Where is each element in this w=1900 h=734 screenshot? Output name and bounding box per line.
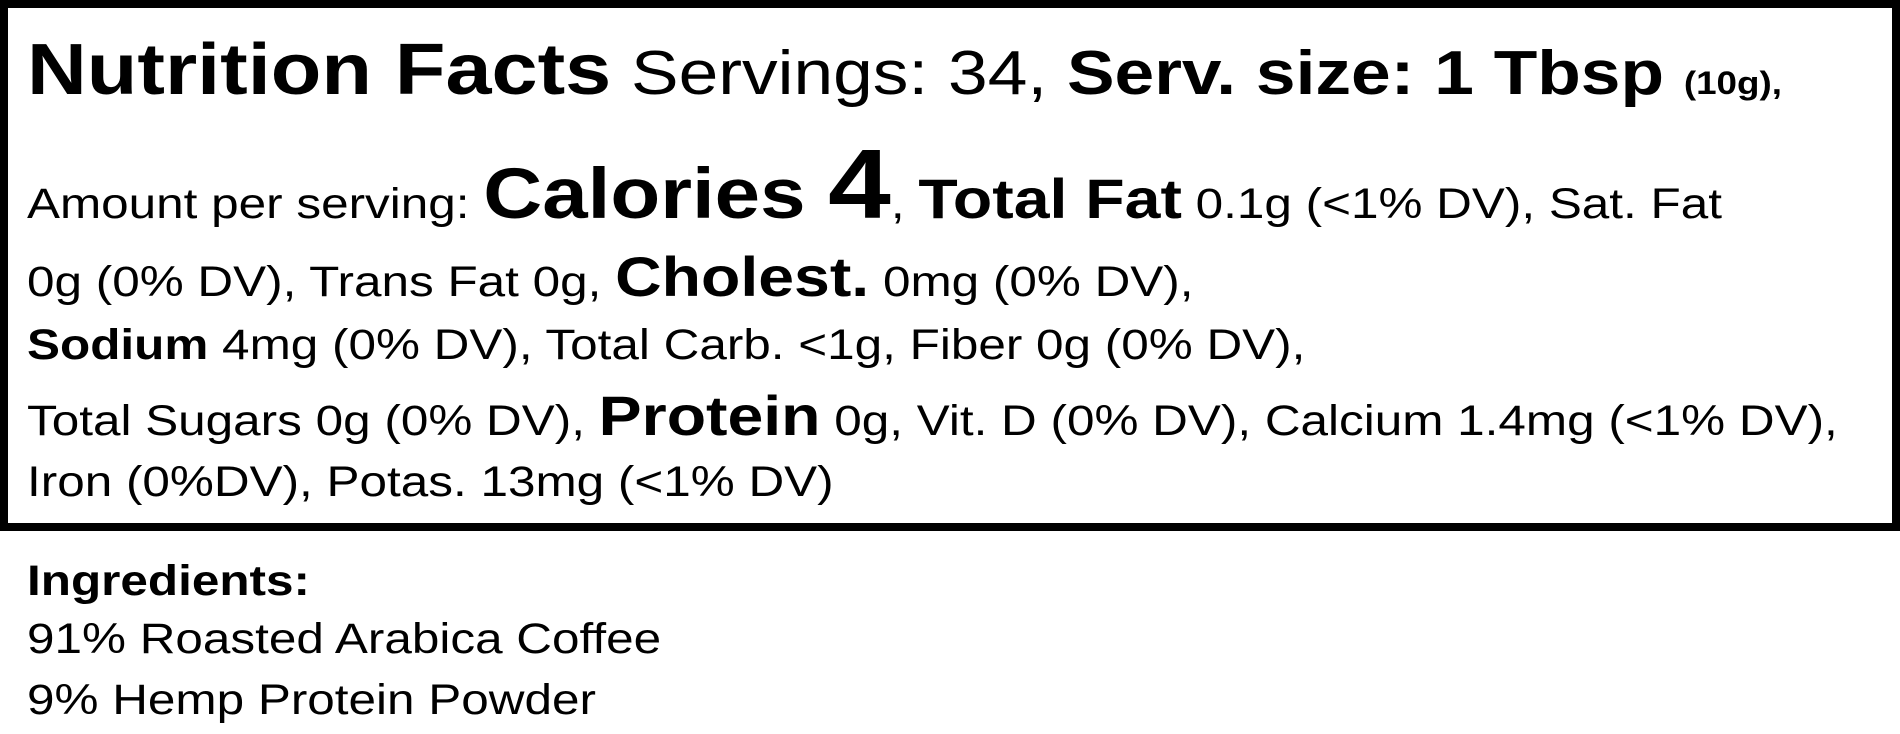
protein-label: Protein	[598, 384, 821, 447]
iron-potassium-text: Iron (0%DV), Potas. 13mg (<1% DV)	[27, 458, 834, 506]
serving-weight: (10g),	[1683, 65, 1782, 101]
sodium-carb-text: 4mg (0% DV), Total Carb. <1g, Fiber 0g (…	[208, 321, 1306, 369]
separator: ,	[890, 180, 919, 228]
ingredient-text: 9% Hemp Protein Powder	[27, 676, 596, 724]
cholest-label: Cholest.	[615, 245, 870, 308]
protein-vitamins-text: 0g, Vit. D (0% DV), Calcium 1.4mg (<1% D…	[820, 397, 1838, 445]
nutrition-facts-title: Nutrition Facts	[27, 30, 612, 110]
cholest-value: 0mg (0% DV),	[869, 258, 1194, 306]
ingredient-text: 91% Roasted Arabica Coffee	[27, 615, 662, 663]
sat-trans-fat-text: 0g (0% DV), Trans Fat 0g,	[27, 258, 616, 306]
calories-value: 4	[828, 129, 891, 239]
nutrition-facts-panel	[0, 0, 1900, 531]
amount-label: Amount per serving:	[27, 180, 484, 228]
total-fat-label: Total Fat	[918, 167, 1182, 230]
ingredients-heading: Ingredients:	[27, 557, 310, 605]
servings-text: Servings: 34,	[611, 39, 1067, 108]
total-fat-value: 0.1g (<1% DV), Sat. Fat	[1181, 180, 1722, 228]
serving-size: Serv. size: 1 Tbsp	[1066, 39, 1684, 108]
sodium-label: Sodium	[27, 321, 209, 369]
calories-label: Calories	[483, 155, 829, 234]
sugars-text: Total Sugars 0g (0% DV),	[27, 397, 599, 445]
